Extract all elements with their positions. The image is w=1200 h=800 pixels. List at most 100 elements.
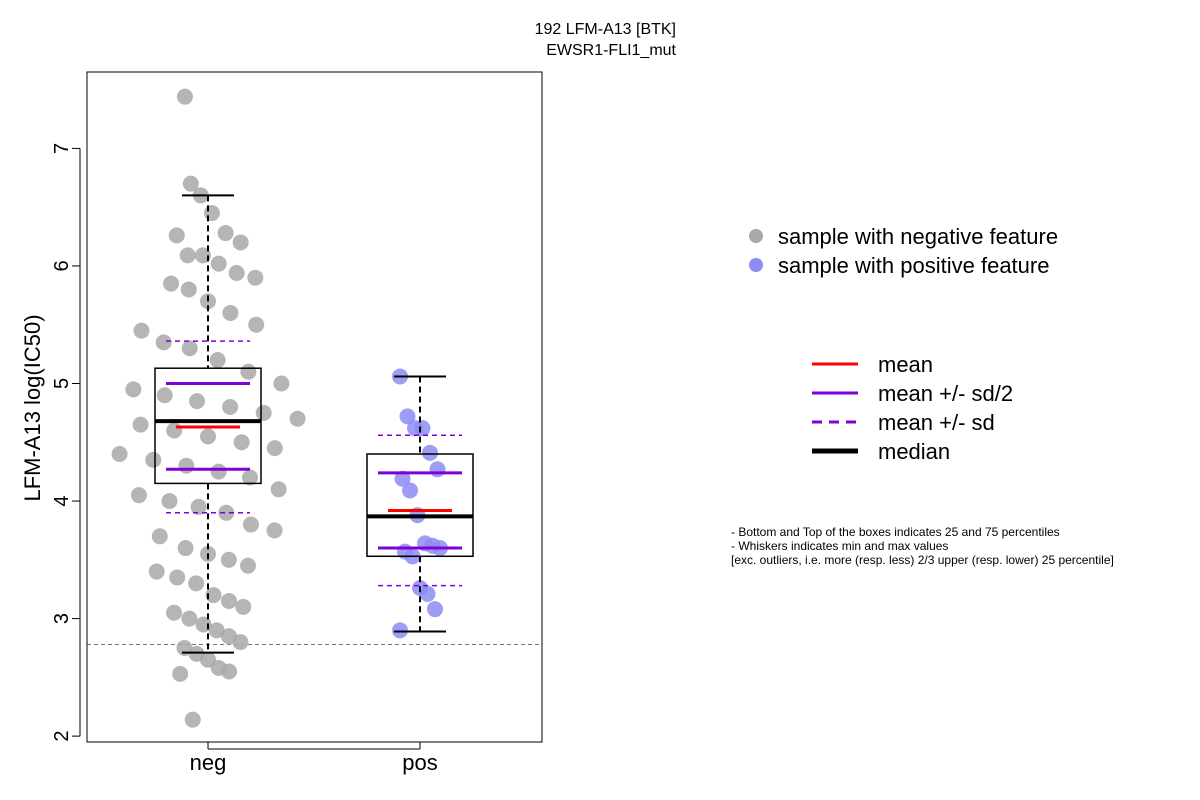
legend-points: sample with negative feature sample with … [749, 224, 1058, 278]
data-point [188, 575, 205, 592]
data-point [176, 88, 193, 105]
legend-point-label: sample with negative feature [778, 224, 1058, 249]
data-point [222, 304, 239, 321]
data-point [181, 610, 198, 627]
iqr-box [366, 453, 474, 558]
data-point [155, 334, 172, 351]
plot-frame [86, 71, 543, 743]
data-point [156, 387, 173, 404]
data-point [240, 557, 257, 574]
iqr-box [154, 367, 262, 485]
note-line: [exc. outliers, i.e. more (resp. less) 2… [731, 553, 1114, 567]
data-point [289, 410, 306, 427]
y-tick-label: 2 [51, 731, 73, 742]
data-point [182, 175, 199, 192]
data-point [178, 457, 195, 474]
notes: - Bottom and Top of the boxes indicates … [731, 525, 1114, 567]
y-tick-label: 3 [51, 613, 73, 624]
y-tick-label: 5 [51, 378, 73, 389]
data-point [132, 416, 149, 433]
data-point [270, 481, 287, 498]
data-point [241, 469, 258, 486]
data-point [414, 420, 431, 437]
data-point [166, 422, 183, 439]
chart-subtitle: EWSR1-FLI1_mut [546, 42, 676, 59]
data-point [194, 247, 211, 264]
data-point [177, 540, 194, 557]
x-tick-label: pos [402, 750, 437, 775]
data-point [429, 461, 446, 478]
data-point [163, 275, 180, 292]
data-point [220, 551, 237, 568]
data-point [125, 381, 142, 398]
data-point [184, 711, 201, 728]
data-point [399, 408, 416, 425]
data-point [172, 665, 189, 682]
data-point [166, 604, 183, 621]
legend-line-label: median [878, 439, 950, 464]
data-point [210, 463, 227, 480]
data-point [419, 585, 436, 602]
data-point [151, 528, 168, 545]
data-point [232, 234, 249, 251]
legend-line-label: mean +/- sd/2 [878, 381, 1013, 406]
data-point [233, 434, 250, 451]
data-point [266, 440, 283, 457]
data-point [217, 225, 234, 242]
data-point [242, 516, 259, 533]
data-point [111, 446, 128, 463]
data-point [228, 265, 245, 281]
data-point [145, 451, 162, 468]
axes-layer: 2 3 4 5 6 7 neg pos [51, 143, 438, 775]
data-point [255, 404, 272, 421]
data-point [273, 375, 290, 392]
data-point [180, 281, 197, 298]
legend-point-marker [749, 229, 763, 243]
data-point [169, 569, 186, 586]
data-point [205, 587, 222, 604]
legend-point-label: sample with positive feature [778, 253, 1049, 278]
data-point [422, 444, 438, 461]
data-point [394, 470, 411, 487]
data-point [181, 340, 198, 357]
data-point [427, 601, 443, 618]
legend-lines: mean mean +/- sd/2 mean +/- sd median [812, 352, 1013, 464]
data-point [210, 255, 227, 272]
legend-point-marker [749, 258, 763, 272]
data-point [161, 493, 178, 510]
data-point [189, 393, 206, 410]
data-point [208, 622, 225, 639]
data-point [168, 227, 185, 244]
x-tick-label: neg [190, 750, 227, 775]
data-point [209, 351, 226, 368]
data-point [200, 428, 216, 445]
data-point [402, 482, 418, 499]
y-tick-label: 4 [51, 495, 73, 506]
legend-line-label: mean [878, 352, 933, 377]
note-line: - Whiskers indicates min and max values [731, 539, 948, 553]
chart-title: 192 LFM-A13 [BTK] [535, 21, 676, 38]
note-line: - Bottom and Top of the boxes indicates … [731, 525, 1060, 539]
data-point [218, 504, 235, 521]
data-point [247, 269, 264, 286]
data-point [148, 563, 165, 580]
y-axis-label: LFM-A13 log(IC50) [20, 314, 45, 501]
data-point [133, 322, 150, 339]
data-point [232, 634, 249, 651]
y-tick-label: 7 [51, 143, 73, 154]
data-point [392, 622, 408, 639]
data-point [220, 592, 237, 609]
data-point [222, 399, 239, 415]
boxes-layer [154, 194, 474, 654]
data-point [266, 522, 283, 539]
data-point [130, 487, 147, 504]
y-tick-label: 6 [51, 260, 73, 271]
data-point [235, 598, 252, 615]
data-point [240, 363, 257, 380]
data-point [203, 205, 220, 222]
data-point [248, 316, 265, 333]
data-point [179, 247, 196, 264]
legend-line-label: mean +/- sd [878, 410, 995, 435]
data-point [221, 663, 238, 680]
